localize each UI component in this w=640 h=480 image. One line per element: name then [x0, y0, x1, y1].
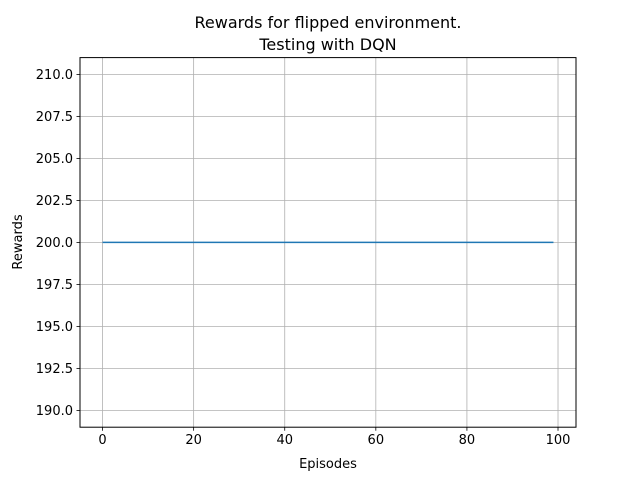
y-tick-label: 192.5 [36, 362, 73, 377]
y-tick-label: 197.5 [36, 278, 73, 293]
y-axis-label: Rewards [11, 214, 26, 269]
x-axis-label: Episodes [299, 457, 357, 472]
x-tick-label: 20 [185, 433, 202, 448]
y-tick-label: 207.5 [36, 110, 73, 125]
x-tick-label: 0 [98, 433, 106, 448]
y-tick-label: 210.0 [36, 68, 73, 83]
y-tick-label: 200.0 [36, 236, 73, 251]
chart-title-line-1: Rewards for flipped environment. [195, 13, 462, 32]
y-tick-label: 195.0 [36, 320, 73, 335]
x-axis-ticks: 0 20 40 60 80 100 [98, 427, 570, 448]
x-tick-label: 60 [368, 433, 385, 448]
x-tick-label: 80 [459, 433, 476, 448]
y-tick-label: 202.5 [36, 194, 73, 209]
chart-title-line-2: Testing with DQN [258, 35, 396, 54]
y-axis-ticks: 190.0 192.5 195.0 197.5 200.0 202.5 205.0 207.5… [36, 68, 80, 419]
x-tick-label: 100 [546, 433, 571, 448]
y-tick-label: 190.0 [36, 404, 73, 419]
y-tick-label: 205.0 [36, 152, 73, 167]
x-tick-label: 40 [276, 433, 293, 448]
